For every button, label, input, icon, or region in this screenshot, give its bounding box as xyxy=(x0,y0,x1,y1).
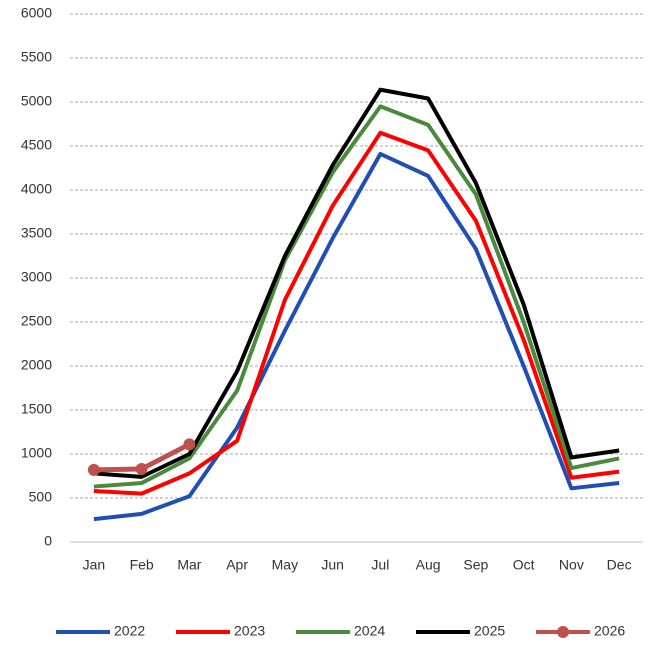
x-tick-label: Aug xyxy=(416,557,441,573)
series-line xyxy=(93,104,620,489)
x-tick-label: May xyxy=(272,557,298,573)
series-marker xyxy=(183,438,196,451)
x-tick-label: Jan xyxy=(83,557,106,573)
x-tick-label: Nov xyxy=(559,557,584,573)
legend-label: 2022 xyxy=(114,623,145,639)
series-marker xyxy=(87,463,100,476)
y-tick-label: 2000 xyxy=(21,357,52,373)
x-tick-label: Oct xyxy=(513,557,535,573)
legend-label: 2023 xyxy=(234,623,265,639)
series-line xyxy=(93,151,620,522)
y-tick-label: 3500 xyxy=(21,225,52,241)
y-tick-label: 1000 xyxy=(21,445,52,461)
y-tick-label: 1500 xyxy=(21,401,52,417)
y-tick-label: 6000 xyxy=(21,5,52,21)
legend-label: 2026 xyxy=(594,623,625,639)
x-tick-label: Apr xyxy=(226,557,248,573)
y-tick-label: 4000 xyxy=(21,181,52,197)
y-tick-label: 5500 xyxy=(21,49,52,65)
x-tick-label: Sep xyxy=(463,557,488,573)
series-marker xyxy=(135,462,148,475)
y-tick-label: 2500 xyxy=(21,313,52,329)
y-tick-label: 4500 xyxy=(21,137,52,153)
y-tick-label: 5000 xyxy=(21,93,52,109)
legend-label: 2024 xyxy=(354,623,385,639)
y-tick-label: 3000 xyxy=(21,269,52,285)
y-tick-label: 500 xyxy=(29,489,53,505)
legend-label: 2025 xyxy=(474,623,505,639)
x-tick-label: Mar xyxy=(177,557,201,573)
x-tick-label: Jun xyxy=(321,557,344,573)
series-line xyxy=(93,87,620,479)
x-tick-label: Dec xyxy=(607,557,632,573)
legend-marker xyxy=(557,626,569,638)
x-tick-label: Jul xyxy=(371,557,389,573)
y-tick-label: 0 xyxy=(44,533,52,549)
x-tick-label: Feb xyxy=(130,557,154,573)
series-line xyxy=(93,130,620,496)
